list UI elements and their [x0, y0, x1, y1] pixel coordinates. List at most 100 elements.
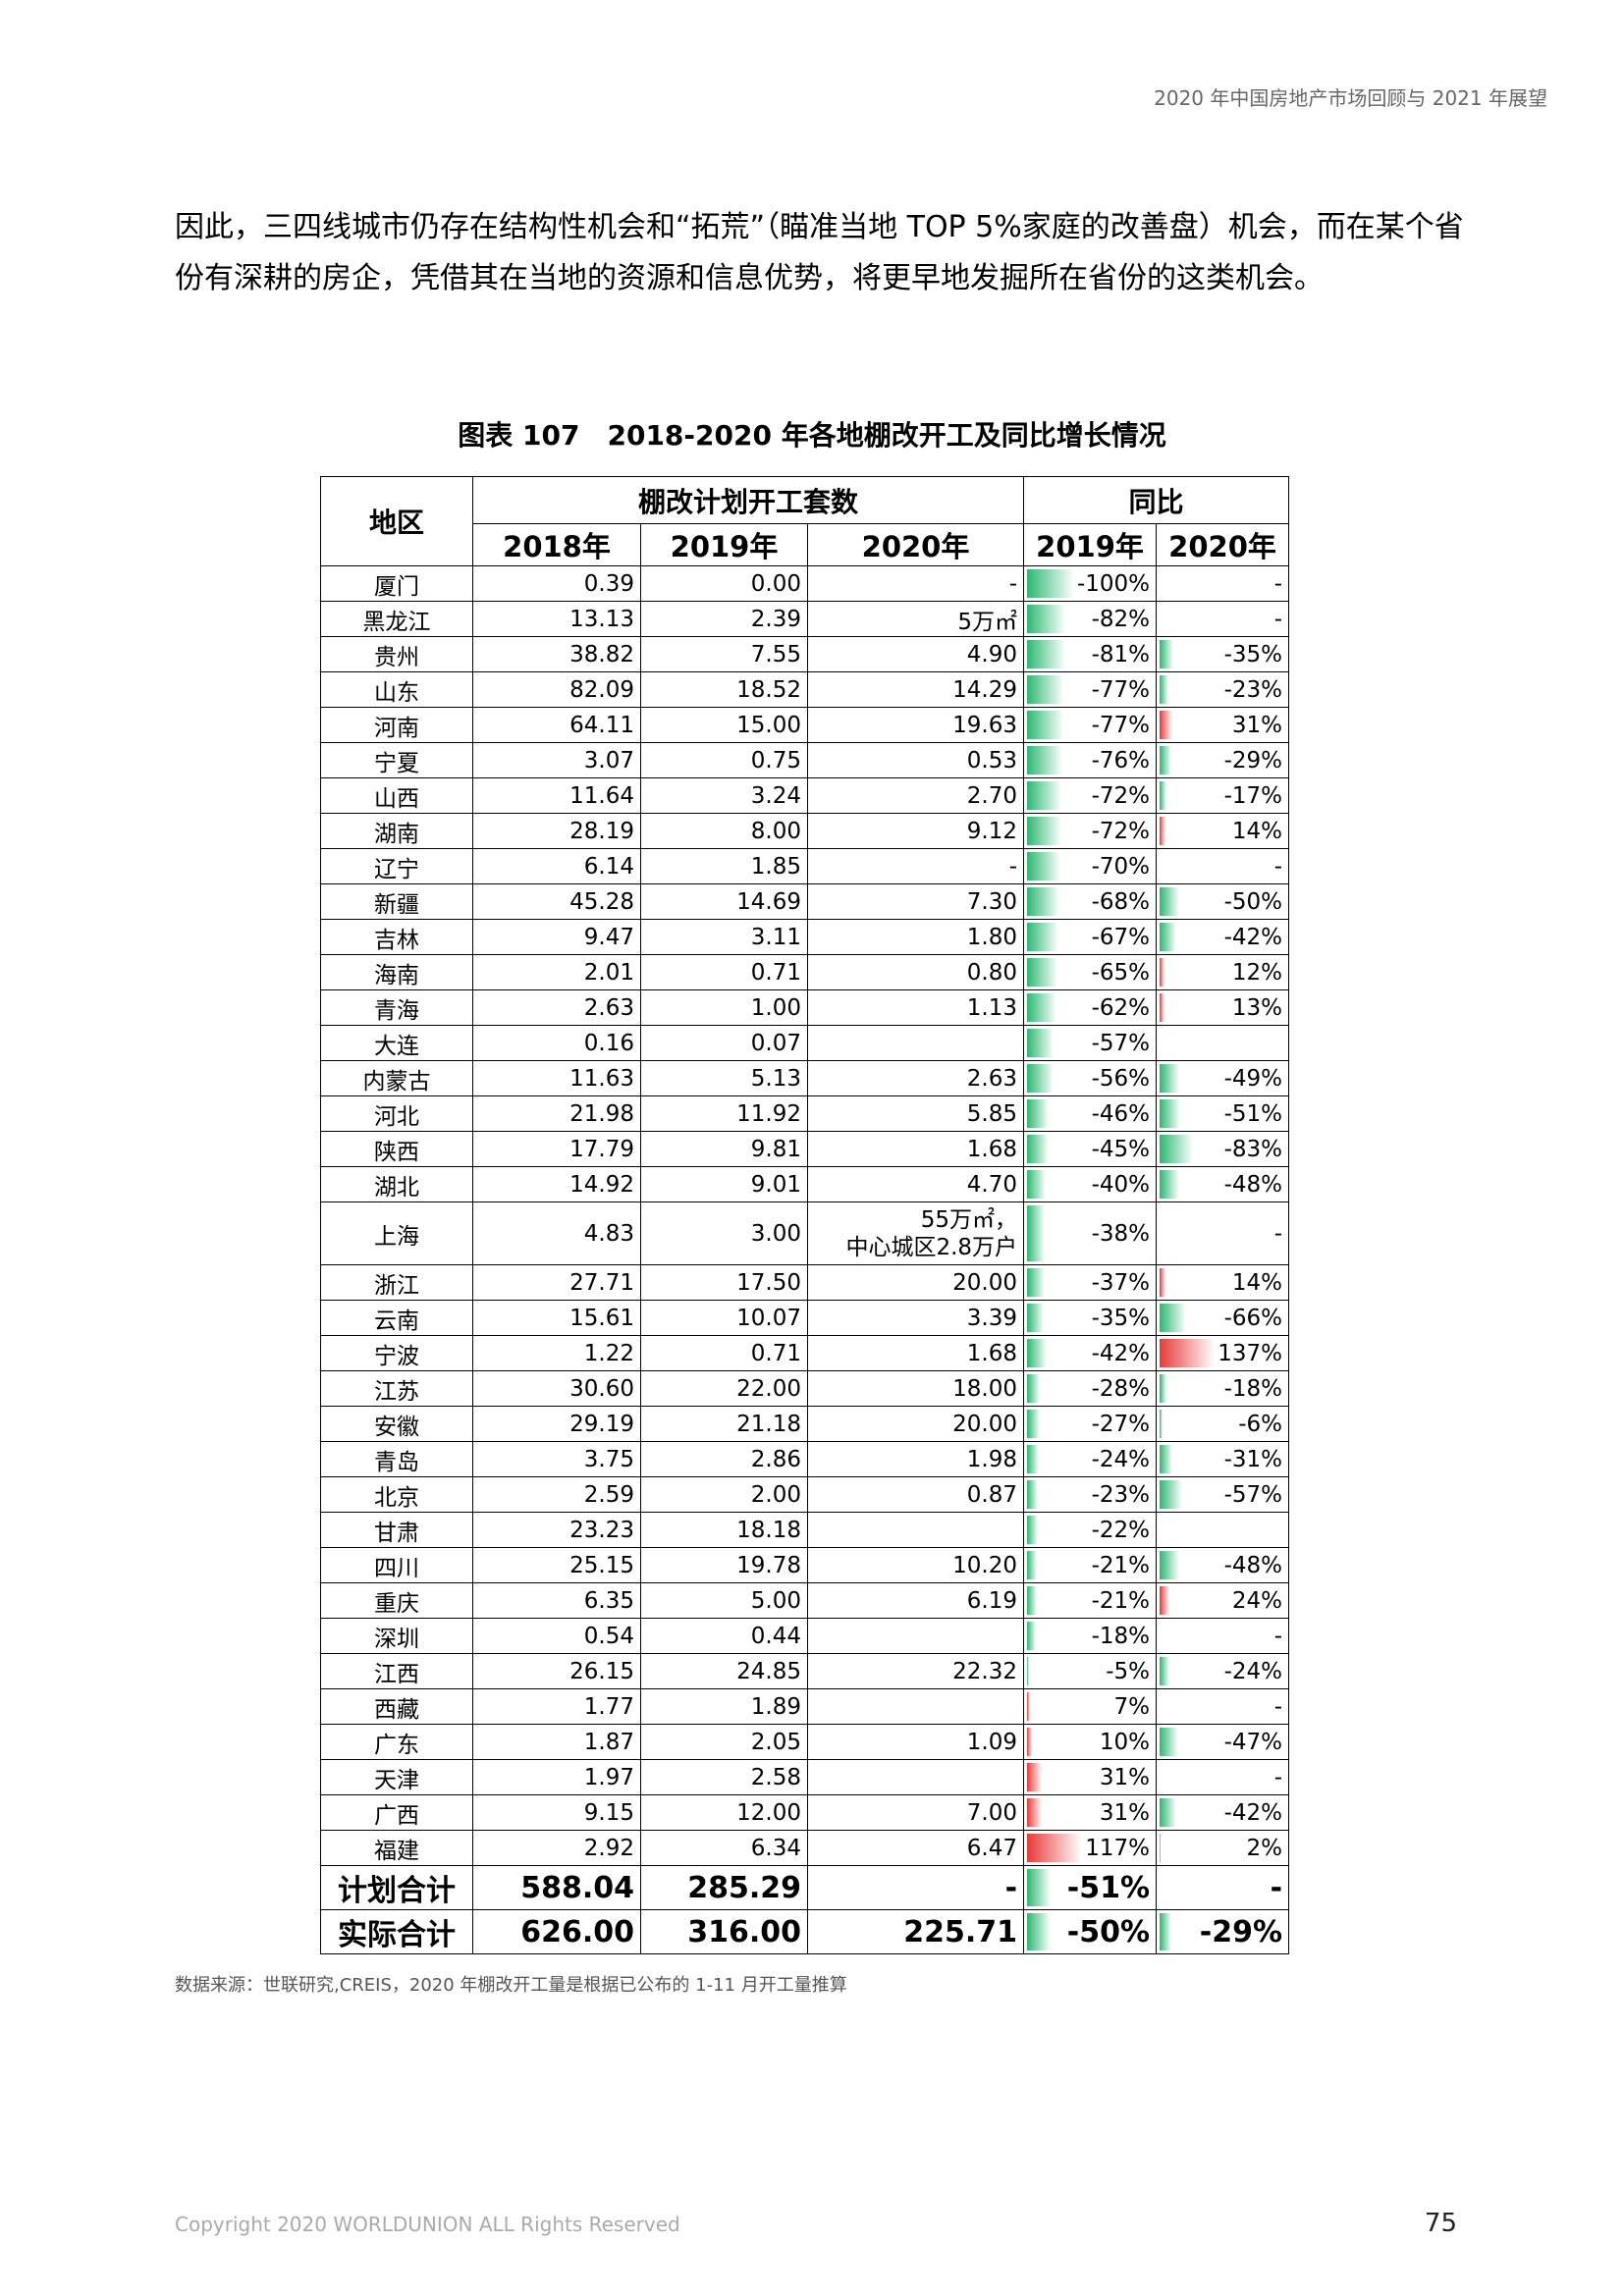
cell-yoy-2019: -72%	[1023, 777, 1158, 814]
cell-2020: 4.90	[806, 636, 1025, 672]
cell-2018: 28.19	[472, 813, 641, 849]
cell-2020: 14.29	[806, 671, 1025, 708]
negative-data-bar	[1160, 640, 1174, 668]
table-row: 厦门 0.39 0.00- -100% -	[320, 565, 1290, 602]
yoy-2020-value: -48%	[1223, 1552, 1283, 1578]
cell-2020: 1.98	[806, 1441, 1025, 1477]
table-row: 大连 0.16 0.07 -57%	[320, 1025, 1290, 1061]
table-row: 河南 64.11 15.00 19.63 -77% 31%	[320, 707, 1290, 743]
cell-2019: 0.71	[640, 954, 808, 990]
cell-region: 浙江	[320, 1264, 473, 1301]
yoy-2019-value: -18%	[1091, 1623, 1151, 1649]
cell-region: 计划合计	[320, 1865, 473, 1910]
cell-2018: 30.60	[472, 1370, 641, 1407]
negative-data-bar	[1027, 1304, 1044, 1332]
yoy-2020-value: 24%	[1231, 1587, 1283, 1614]
cell-2018: 23.23	[472, 1512, 641, 1548]
cell-yoy-2019: -21%	[1023, 1547, 1158, 1583]
cell-yoy-2020: 13%	[1156, 989, 1290, 1026]
cell-yoy-2019: -22%	[1023, 1512, 1158, 1548]
cell-yoy-2020: -66%	[1156, 1300, 1290, 1336]
negative-data-bar	[1160, 887, 1180, 916]
table-row: 贵州 38.82 7.55 4.90 -81% -35%	[320, 636, 1290, 672]
cell-yoy-2019: -81%	[1023, 636, 1158, 672]
negative-data-bar	[1027, 1480, 1039, 1509]
cell-yoy-2020: -	[1156, 601, 1290, 637]
cell-2020: 1.68	[806, 1335, 1025, 1371]
cell-2019: 17.50	[640, 1264, 808, 1301]
table-row: 福建 2.92 6.34 6.47 117% 2%	[320, 1830, 1290, 1866]
cell-2019: 3.00	[640, 1201, 808, 1265]
cell-2018: 2.01	[472, 954, 641, 990]
yoy-2020-value: -57%	[1223, 1481, 1283, 1508]
table-row: 广东 1.87 2.05 1.09 10% -47%	[320, 1724, 1290, 1760]
yoy-2020-value: -	[1273, 1764, 1283, 1790]
yoy-2019-value: -56%	[1091, 1065, 1151, 1092]
cell-2018: 0.39	[472, 565, 641, 602]
yoy-2019-value: -5%	[1106, 1658, 1151, 1684]
yoy-2019-value: 117%	[1085, 1835, 1151, 1861]
yoy-2019-value: -100%	[1076, 570, 1151, 597]
table-row: 西藏 1.77 1.89 7% -	[320, 1688, 1290, 1725]
table-row: 辽宁 6.14 1.85- -70% -	[320, 848, 1290, 884]
positive-data-bar	[1027, 1692, 1031, 1721]
yoy-2020-value: 12%	[1231, 959, 1283, 986]
table-row: 黑龙江 13.13 2.39 5万㎡ -82% -	[320, 601, 1290, 637]
table-row: 广西 9.15 12.00 7.00 31% -42%	[320, 1794, 1290, 1831]
negative-data-bar	[1160, 1410, 1163, 1438]
cell-2019: 285.29	[640, 1865, 808, 1910]
header-2019: 2019年	[640, 523, 808, 566]
yoy-2019-value: 10%	[1099, 1729, 1151, 1755]
cell-region: 宁波	[320, 1335, 473, 1371]
yoy-2019-value: -77%	[1091, 712, 1151, 738]
positive-data-bar	[1160, 1339, 1216, 1367]
cell-region: 湖南	[320, 813, 473, 849]
yoy-2019-value: 31%	[1099, 1799, 1151, 1826]
yoy-2020-value: -	[1273, 1623, 1283, 1649]
negative-data-bar	[1160, 1657, 1169, 1685]
cell-2019: 11.92	[640, 1095, 808, 1132]
cell-yoy-2020: -	[1156, 1759, 1290, 1795]
cell-2020: 0.80	[806, 954, 1025, 990]
cell-2020: 225.71	[806, 1909, 1025, 1954]
positive-data-bar	[1027, 1798, 1042, 1827]
positive-data-bar	[1160, 993, 1165, 1022]
cell-yoy-2019: 31%	[1023, 1759, 1158, 1795]
negative-data-bar	[1027, 1445, 1039, 1473]
cell-yoy-2019: -65%	[1023, 954, 1158, 990]
cell-yoy-2020: 2%	[1156, 1830, 1290, 1866]
table-row: 吉林 9.47 3.11 1.80 -67% -42%	[320, 919, 1290, 955]
table-row: 重庆 6.35 5.00 6.19 -21% 24%	[320, 1582, 1290, 1619]
cell-2019: 1.85	[640, 848, 808, 884]
yoy-2019-value: -67%	[1091, 924, 1151, 950]
yoy-2020-value: -50%	[1223, 888, 1283, 915]
cell-yoy-2020: -	[1156, 565, 1290, 602]
table-row: 浙江 27.71 17.50 20.00 -37% 14%	[320, 1264, 1290, 1301]
negative-data-bar	[1160, 781, 1166, 810]
cell-2019: 2.58	[640, 1759, 808, 1795]
cell-2018: 1.97	[472, 1759, 641, 1795]
yoy-2020-value: -31%	[1223, 1446, 1283, 1472]
cell-2018: 25.15	[472, 1547, 641, 1583]
table-row: 宁波 1.22 0.71 1.68 -42% 137%	[320, 1335, 1290, 1371]
yoy-2020-value: -83%	[1223, 1136, 1283, 1162]
negative-data-bar	[1027, 1099, 1050, 1128]
yoy-2019-value: -21%	[1091, 1587, 1151, 1614]
yoy-2020-value: -49%	[1223, 1065, 1283, 1092]
cell-2018: 15.61	[472, 1300, 641, 1336]
yoy-2020-value: -48%	[1223, 1171, 1283, 1198]
cell-yoy-2019: -37%	[1023, 1264, 1158, 1301]
yoy-2020-value: -66%	[1223, 1305, 1283, 1331]
yoy-2020-value: 14%	[1231, 1269, 1283, 1296]
cell-2020: 6.19	[806, 1582, 1025, 1619]
cell-yoy-2020: 14%	[1156, 813, 1290, 849]
cell-2019: 18.52	[640, 671, 808, 708]
cell-region: 黑龙江	[320, 601, 473, 637]
cell-2018: 6.35	[472, 1582, 641, 1619]
table-row: 江西 26.15 24.85 22.32 -5% -24%	[320, 1653, 1290, 1689]
cell-yoy-2019: -5%	[1023, 1653, 1158, 1689]
yoy-2019-value: -77%	[1091, 676, 1151, 703]
cell-2018: 11.64	[472, 777, 641, 814]
header-plan-group: 棚改计划开工套数	[471, 476, 1025, 524]
table-row: 湖北 14.92 9.01 4.70 -40% -48%	[320, 1166, 1290, 1202]
